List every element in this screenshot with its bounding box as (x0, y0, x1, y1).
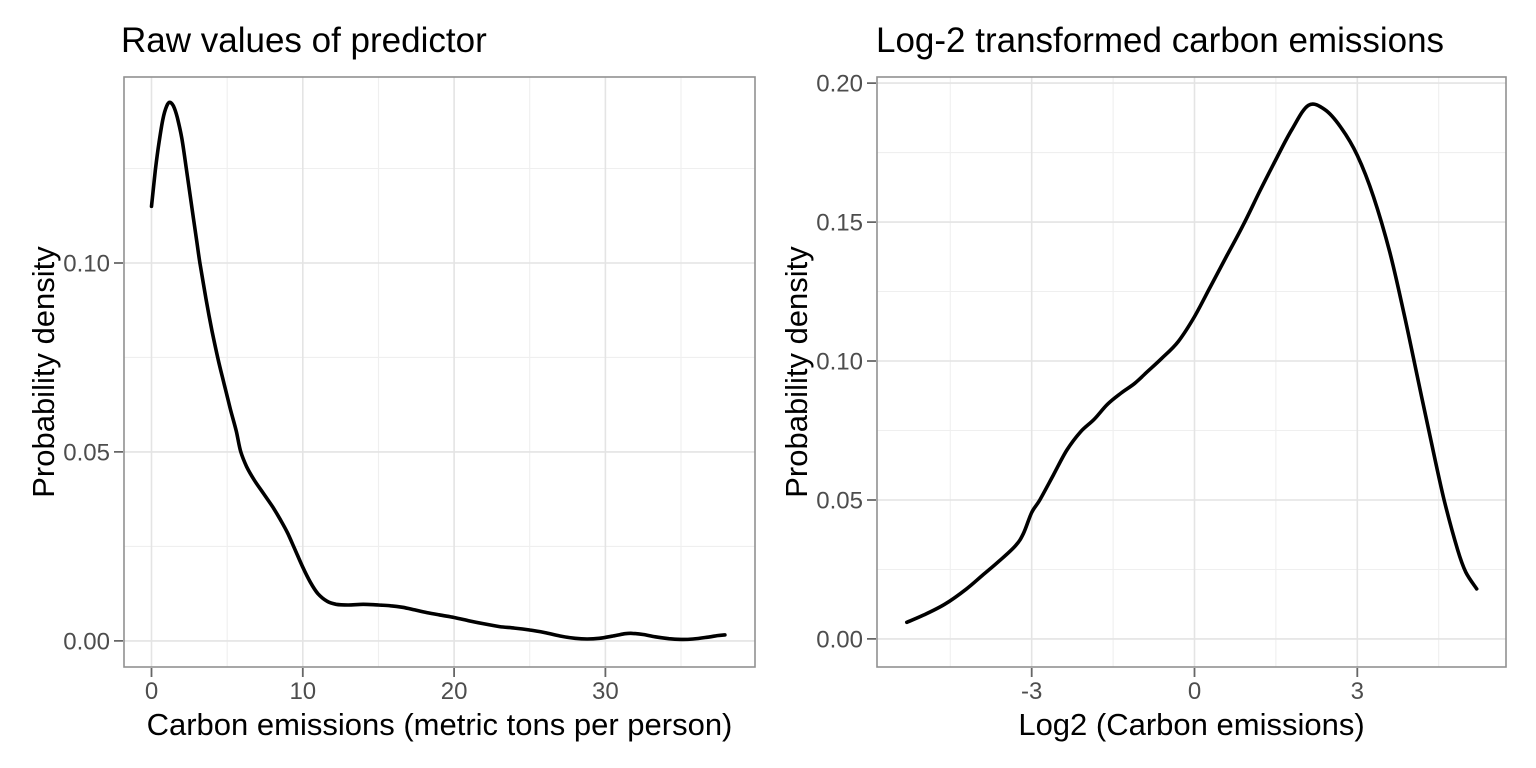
x-tick-label: 10 (289, 678, 316, 705)
axis-tick-marks (867, 82, 1359, 677)
grid-minor (124, 77, 755, 667)
density-curve (149, 100, 727, 642)
x-tick-label: 0 (145, 678, 158, 705)
y-tick-label: 0.10 (63, 250, 110, 277)
x-tick-label: 0 (1188, 678, 1201, 705)
chart-1: -3 0 3 0.00 0.05 0.10 0.15 0.20 Log-2 transforme… (779, 21, 1507, 742)
y-tick-label: 0.05 (816, 487, 863, 514)
panel-border (123, 76, 756, 668)
grid-major (124, 77, 755, 667)
y-tick-label: 0.15 (816, 210, 863, 237)
grid-major (877, 77, 1506, 667)
plot-title: Log-2 transformed carbon emissions (876, 21, 1444, 60)
chart-0: 0 10 20 30 0.00 0.05 0.10 Raw values of predict… (26, 21, 756, 742)
y-tick-label: 0.00 (816, 626, 863, 653)
y-axis-title: Probability density (26, 246, 61, 498)
y-axis-title: Probability density (779, 246, 814, 498)
grid-minor (877, 77, 1506, 667)
plot-title: Raw values of predictor (121, 21, 487, 60)
y-tick-label: 0.10 (816, 348, 863, 375)
x-tick-label: 30 (592, 678, 619, 705)
y-tick-label: 0.05 (63, 439, 110, 466)
panel-background (124, 77, 755, 667)
y-tick-label: 0.00 (63, 628, 110, 655)
y-tick-label: 0.20 (816, 71, 863, 98)
x-tick-label: 3 (1351, 678, 1364, 705)
x-axis-title: Carbon emissions (metric tons per person… (147, 707, 733, 742)
x-tick-label: -3 (1021, 678, 1042, 705)
x-tick-label: 20 (441, 678, 468, 705)
panel-background (877, 77, 1506, 667)
x-axis-title: Log2 (Carbon emissions) (1018, 707, 1364, 742)
density-curve (905, 102, 1479, 625)
panel-border (876, 76, 1507, 668)
axis-tick-marks (114, 262, 607, 677)
